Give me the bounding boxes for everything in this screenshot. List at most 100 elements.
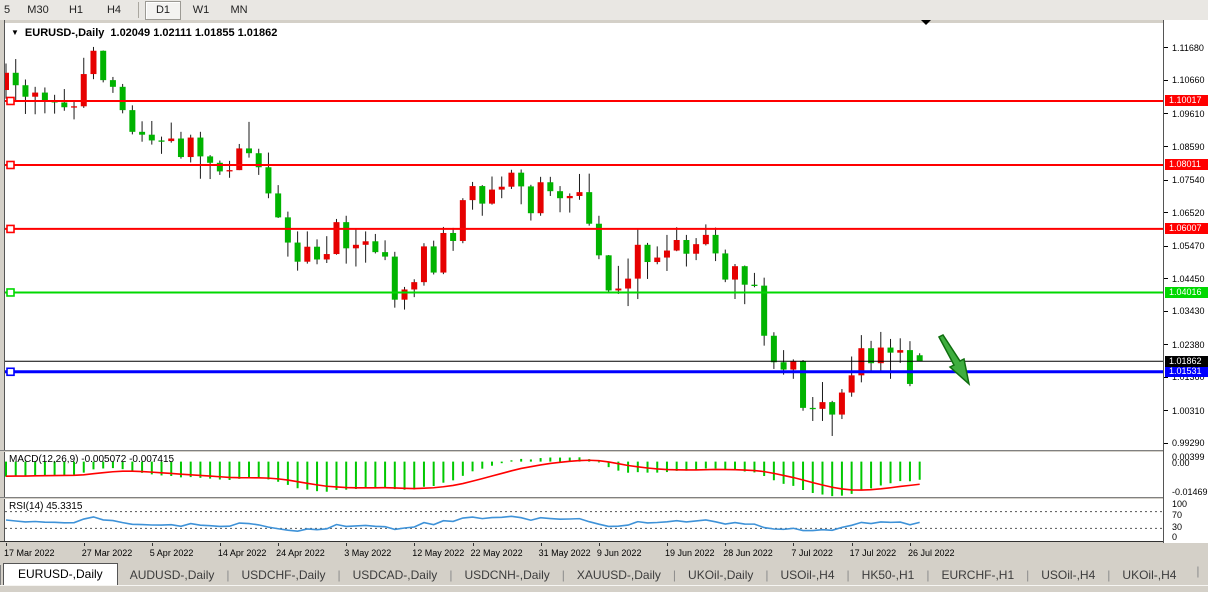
candle-bear bbox=[255, 153, 262, 168]
tab-separator: | bbox=[846, 568, 850, 582]
candle-bull bbox=[838, 392, 845, 415]
chart-tab-xauusd-daily-5[interactable]: XAUUSD-,Daily bbox=[576, 568, 661, 582]
candle-bear bbox=[177, 138, 184, 158]
timeframe-button-5[interactable]: 5 bbox=[3, 4, 11, 16]
candle-bull bbox=[401, 289, 408, 300]
price-tick bbox=[1164, 179, 1168, 181]
rsi-panel[interactable]: RSI(14) 45.3315 bbox=[5, 499, 1163, 541]
hline-handle[interactable] bbox=[6, 367, 15, 377]
timeframe-button-h4[interactable]: H4 bbox=[106, 4, 122, 16]
chart-tab-usdchf-daily-2[interactable]: USDCHF-,Daily bbox=[241, 568, 326, 582]
candle-bear bbox=[450, 232, 457, 241]
date-axis[interactable]: 17 Mar 2022 27 Mar 2022 5 Apr 2022 14 Apr 2… bbox=[0, 543, 1208, 563]
candle-bear bbox=[216, 162, 223, 172]
candle-bull bbox=[625, 278, 632, 289]
timeframe-button-h1[interactable]: H1 bbox=[68, 4, 84, 16]
candle-bull bbox=[411, 282, 418, 290]
date-tick bbox=[414, 543, 416, 546]
chart-left-frame bbox=[0, 20, 5, 543]
candle-bear bbox=[109, 80, 116, 87]
chart-tab-bar: EURUSD-,Daily AUDUSD-,Daily | USDCHF-,Daily… bbox=[0, 563, 1208, 585]
candle-bull bbox=[333, 222, 340, 255]
panel-divider[interactable] bbox=[0, 497, 1208, 499]
candle-bear bbox=[809, 407, 816, 410]
price-tick-label: 1.09610 bbox=[1172, 108, 1205, 119]
chart-tab-usoil-h4-10[interactable]: USOil-,H4 bbox=[1041, 568, 1096, 582]
chart-tab-usoil-h4-7[interactable]: USOil-,H4 bbox=[780, 568, 835, 582]
date-tick bbox=[6, 543, 7, 546]
chart-tab-usdcad-daily-3[interactable]: USDCAD-,Daily bbox=[352, 568, 438, 582]
candle-bull bbox=[226, 170, 233, 172]
candle-bear bbox=[518, 172, 525, 187]
hline-handle[interactable] bbox=[6, 96, 15, 106]
hline-handle[interactable] bbox=[6, 224, 15, 234]
chart-tab-hk50-h1-8[interactable]: HK50-,H1 bbox=[861, 568, 915, 582]
candle-bull bbox=[858, 348, 865, 376]
candle-bull bbox=[420, 246, 427, 283]
price-tick-label: 1.02380 bbox=[1172, 339, 1205, 350]
candle-bear bbox=[372, 241, 379, 253]
candle-bear bbox=[527, 186, 534, 214]
date-tick bbox=[151, 543, 153, 546]
date-tick bbox=[472, 543, 474, 546]
price-badge-1.10017: 1.10017 bbox=[1165, 95, 1208, 107]
date-label: 24 Apr 2022 bbox=[276, 548, 325, 558]
macd-scale-max: 0.00399 bbox=[1172, 452, 1205, 462]
candle-bear bbox=[197, 137, 204, 157]
candlestick-chart[interactable] bbox=[5, 23, 1163, 450]
chart-tab-eurusd-daily-0[interactable]: EURUSD-,Daily bbox=[3, 563, 118, 585]
timeframe-button-w1[interactable]: W1 bbox=[192, 4, 210, 16]
candle-bear bbox=[314, 246, 321, 260]
tab-separator: | bbox=[926, 568, 930, 582]
hline-handle[interactable] bbox=[6, 160, 15, 170]
date-label: 14 Apr 2022 bbox=[217, 548, 267, 558]
candle-bear bbox=[722, 253, 729, 280]
price-tick-label: 1.03430 bbox=[1172, 306, 1205, 317]
candle-bull bbox=[5, 72, 9, 91]
date-label: 19 Jun 2022 bbox=[664, 548, 715, 558]
price-panel[interactable]: ▼ EURUSD-,Daily 1.02049 1.02111 1.01855 … bbox=[5, 23, 1163, 450]
candle-bear bbox=[906, 350, 913, 384]
chart-tab-audusd-daily-1[interactable]: AUDUSD-,Daily bbox=[129, 568, 215, 582]
date-tick bbox=[793, 543, 795, 546]
chart-tab-eurchf-h1-9[interactable]: EURCHF-,H1 bbox=[941, 568, 1015, 582]
price-axis[interactable]: 1.11680 1.10660 1.09610 1.08590 1.07540 1.065… bbox=[1163, 20, 1208, 543]
down-arrow-annotation[interactable] bbox=[937, 334, 971, 387]
chart-window[interactable]: ▼ EURUSD-,Daily 1.02049 1.02111 1.01855 … bbox=[0, 20, 1208, 563]
price-tick bbox=[1164, 79, 1168, 81]
candle-bear bbox=[829, 402, 836, 415]
price-tick bbox=[1164, 212, 1168, 214]
panel-divider[interactable] bbox=[0, 450, 1208, 452]
chart-tab-ukoil-h4-11[interactable]: UKOil-,H4 bbox=[1122, 568, 1177, 582]
price-tick-label: 1.06520 bbox=[1172, 207, 1205, 218]
candle-bull bbox=[537, 182, 544, 214]
candle-bull bbox=[32, 92, 39, 97]
timeframe-button-mn[interactable]: MN bbox=[230, 4, 248, 16]
price-tick-label: 1.08590 bbox=[1172, 141, 1205, 152]
candle-bear bbox=[712, 234, 719, 254]
date-tick bbox=[909, 543, 911, 546]
timeframe-button-m30[interactable]: M30 bbox=[27, 4, 49, 16]
candle-bear bbox=[100, 50, 107, 81]
macd-panel[interactable]: MACD(12,26,9) -0.005072 -0.007415 bbox=[5, 452, 1163, 497]
candle-bull bbox=[168, 138, 175, 142]
chart-ohlc-values: 1.02049 1.02111 1.01855 1.01862 bbox=[110, 27, 278, 39]
rsi-label: RSI(14) 45.3315 bbox=[9, 501, 83, 512]
price-tick-label: 1.11680 bbox=[1172, 42, 1204, 53]
price-tick bbox=[1164, 310, 1168, 312]
current-bar-marker-icon bbox=[921, 20, 931, 25]
collapse-triangle-icon[interactable]: ▼ bbox=[11, 27, 19, 37]
candle-bull bbox=[489, 189, 495, 204]
timeframe-button-d1[interactable]: D1 bbox=[145, 0, 181, 20]
price-tick-label: 1.05470 bbox=[1172, 241, 1205, 252]
date-label: 22 May 2022 bbox=[470, 548, 523, 558]
chart-tab-usdcnh-daily-4[interactable]: USDCNH-,Daily bbox=[464, 568, 550, 582]
date-label: 17 Mar 2022 bbox=[4, 548, 55, 558]
price-tick bbox=[1164, 113, 1168, 115]
candle-bull bbox=[566, 195, 573, 199]
date-tick bbox=[346, 543, 348, 546]
hline-handle[interactable] bbox=[6, 288, 15, 297]
date-label: 5 Apr 2022 bbox=[149, 548, 194, 558]
chart-tab-ukoil-daily-6[interactable]: UKOil-,Daily bbox=[688, 568, 754, 582]
